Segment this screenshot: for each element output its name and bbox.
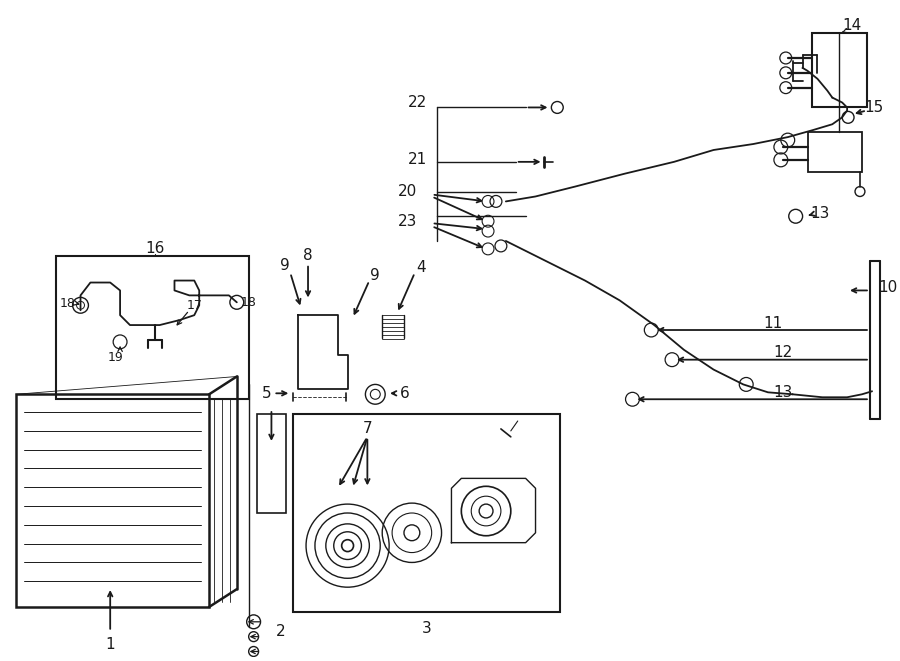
Text: 18: 18 [59,297,76,310]
Text: 7: 7 [363,422,373,436]
Text: 5: 5 [262,386,271,401]
Bar [16,395,209,607]
Text: 19: 19 [107,351,123,364]
Circle shape [342,539,354,551]
Text: 6: 6 [400,386,410,401]
Text: 13: 13 [773,385,793,400]
Bar [807,132,862,172]
Bar [293,414,561,612]
Bar [56,256,248,399]
Text: 13: 13 [811,206,830,221]
Text: 23: 23 [398,214,417,229]
Text: 18: 18 [241,296,256,309]
Text: 21: 21 [408,153,427,167]
Text: 17: 17 [186,299,202,312]
Text: 4: 4 [416,260,426,275]
Bar [256,414,286,513]
Polygon shape [452,479,536,543]
Text: 22: 22 [408,95,427,110]
Text: 14: 14 [842,18,861,33]
Text: 3: 3 [422,621,432,637]
Text: 9: 9 [371,268,380,283]
Text: 1: 1 [105,637,115,652]
Text: 10: 10 [878,280,898,295]
Text: 2: 2 [275,624,285,639]
Text: 9: 9 [281,258,290,273]
Text: 15: 15 [864,100,884,115]
Text: 16: 16 [145,241,165,256]
Bar [813,33,867,108]
Text: 8: 8 [303,249,313,263]
Text: 12: 12 [773,345,792,360]
Text: 20: 20 [398,184,417,199]
Text: 11: 11 [763,315,782,330]
